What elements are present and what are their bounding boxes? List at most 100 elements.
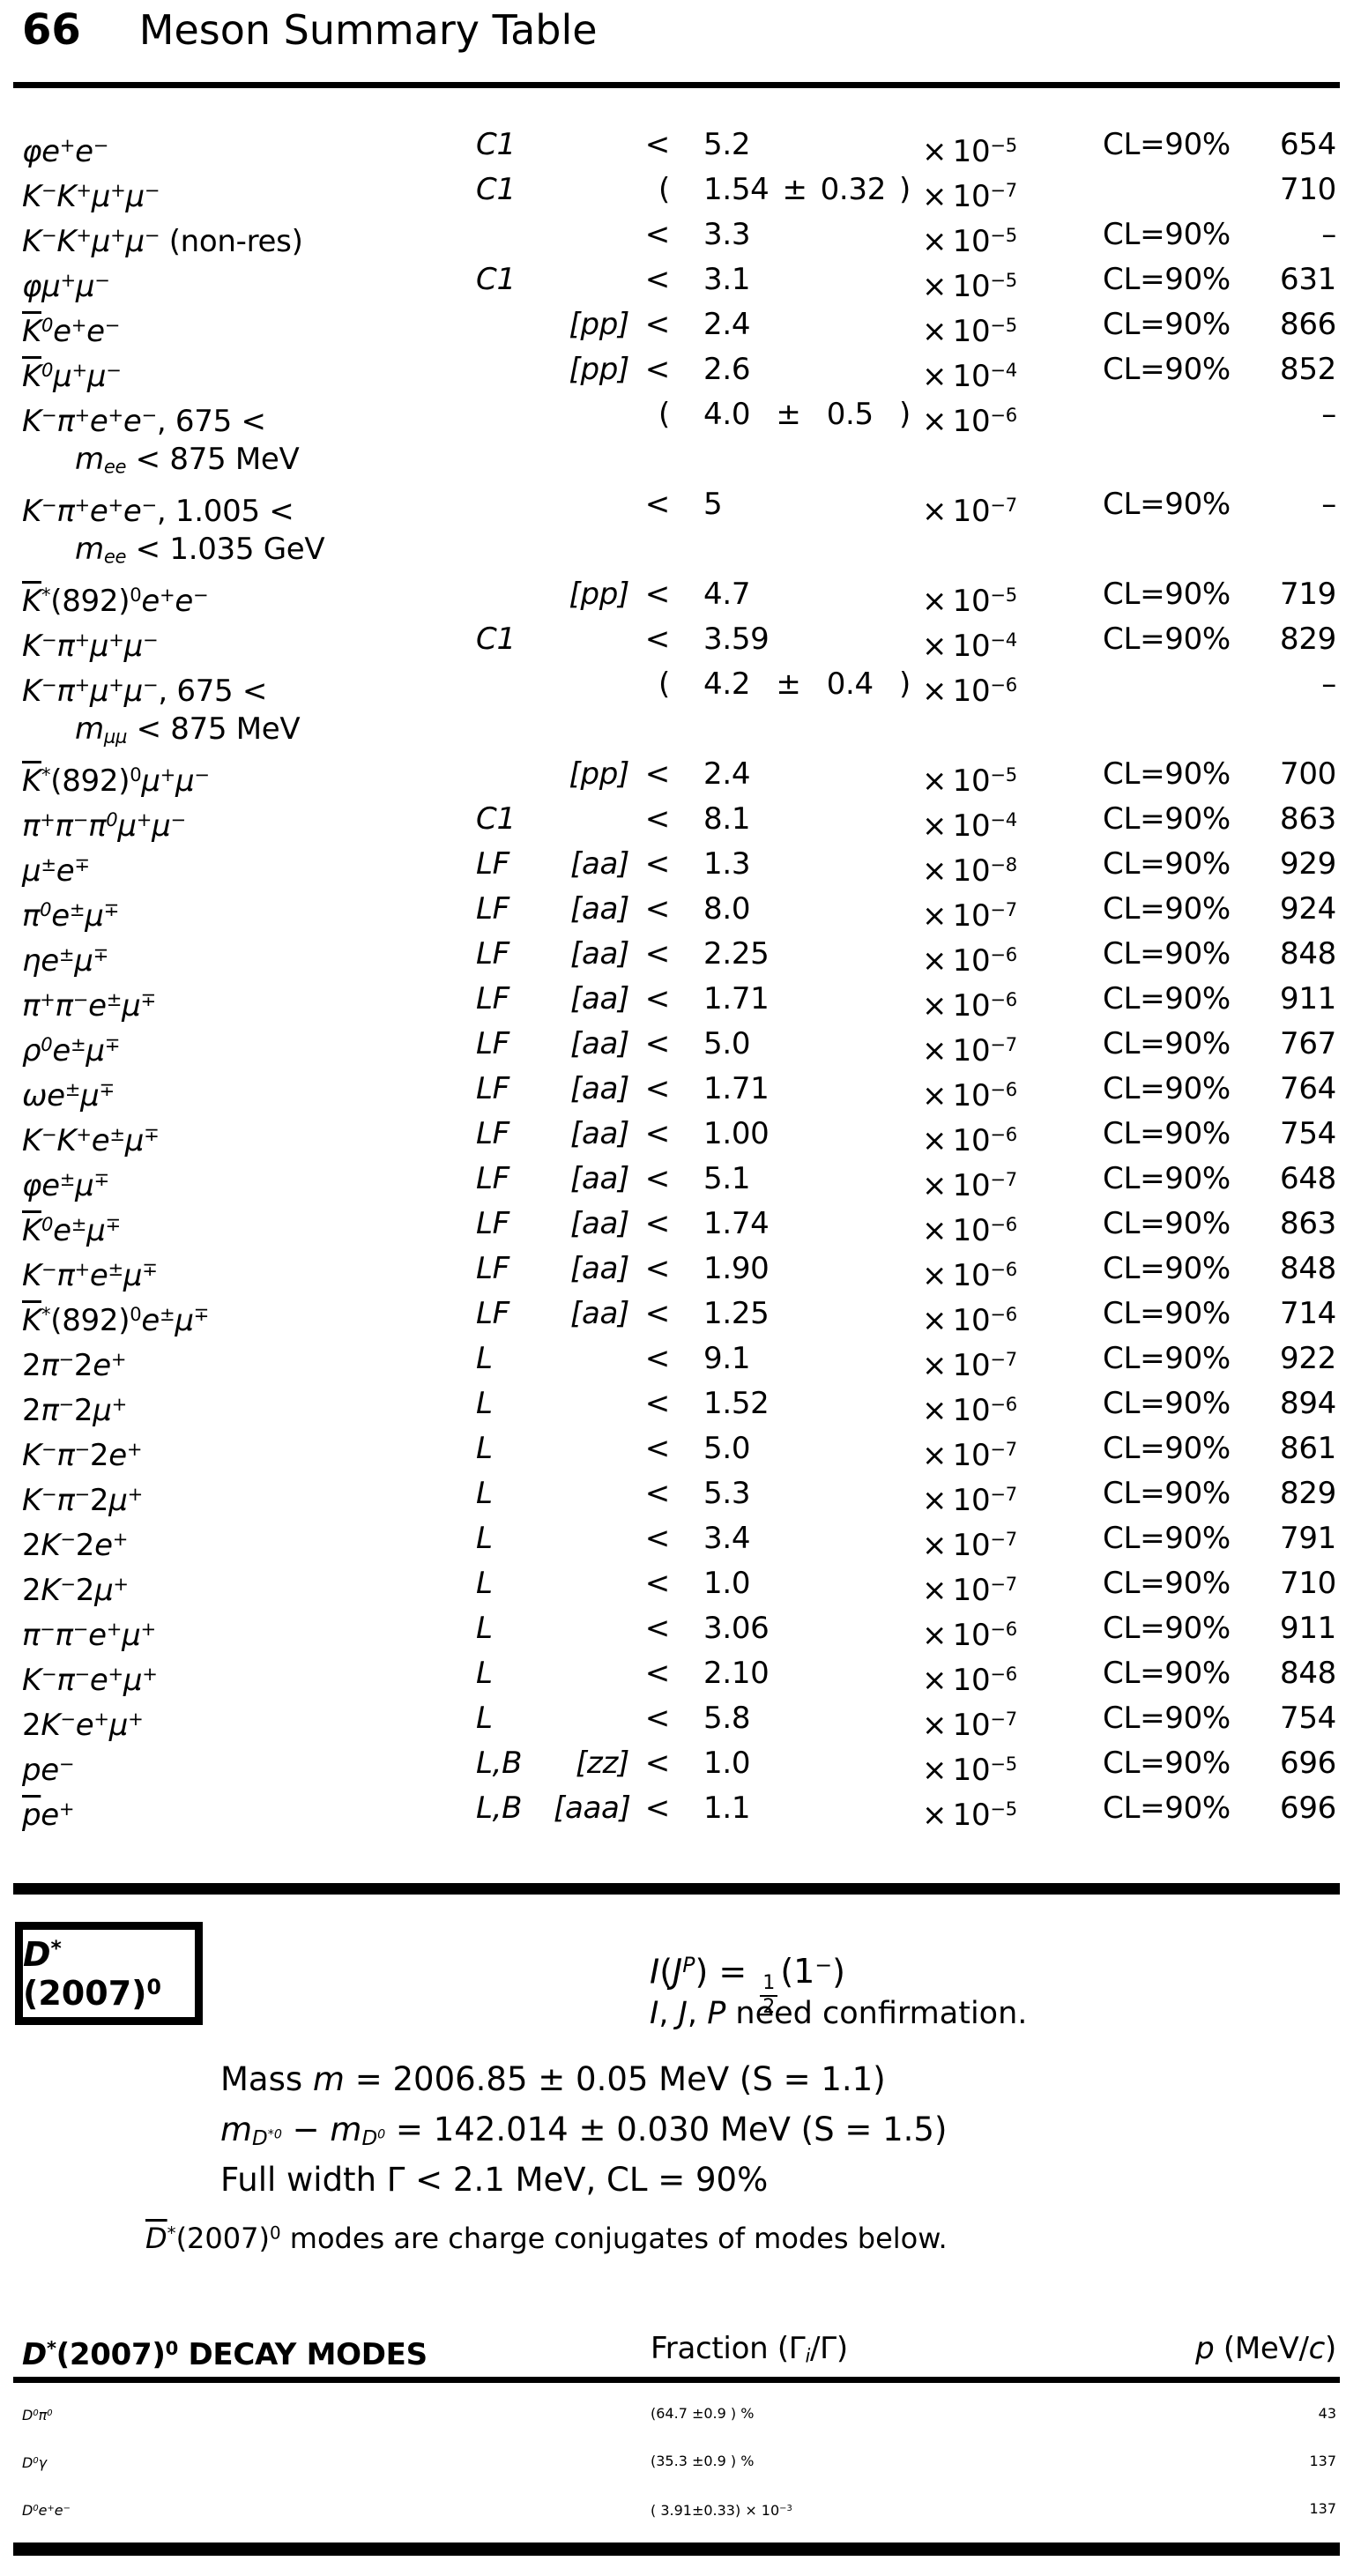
momentum-cell: 924 bbox=[1280, 891, 1336, 927]
exponent: −7 bbox=[990, 1168, 1017, 1190]
decay-mode-cell: ωe±μ∓ bbox=[22, 1077, 115, 1113]
limit-sign: < bbox=[644, 1746, 671, 1781]
table-row: φe+e− C1 <5.2 × 10−5 CL=90% 654 bbox=[0, 123, 1346, 169]
violation-tag: LF bbox=[476, 846, 509, 882]
exponent: −6 bbox=[990, 1618, 1017, 1640]
exponent-cell: × 10−7 bbox=[917, 482, 1062, 529]
momentum-cell: 852 bbox=[1280, 352, 1336, 387]
footnote-ref bbox=[554, 797, 633, 842]
confidence-level: CL=90% bbox=[1103, 1611, 1231, 1646]
value-cell: 5 bbox=[703, 487, 723, 522]
confidence-level: CL=90% bbox=[1103, 1746, 1231, 1781]
table-row: φμ+μ− C1 <3.1 × 10−5 CL=90% 631 bbox=[0, 257, 1346, 304]
page-header: 66 Meson Summary Table bbox=[22, 5, 598, 55]
value-part: ± bbox=[776, 397, 801, 432]
exponent-cell: × 10−5 bbox=[917, 302, 1062, 349]
decay-mode-continuation: mee < 1.035 GeV bbox=[75, 532, 325, 568]
table-row: K*(892)0e±μ∓ LF [aa] <1.25 × 10−6 CL=90% 714 bbox=[0, 1292, 1346, 1338]
violation-tag: LF bbox=[476, 1071, 509, 1106]
times-ten: × 10 bbox=[922, 1752, 991, 1788]
table-row: 2π−2μ+ L <1.52 × 10−6 CL=90% 894 bbox=[0, 1381, 1346, 1428]
momentum-cell: 922 bbox=[1280, 1341, 1336, 1376]
decay-mode-cell: K0e+e− bbox=[22, 313, 121, 349]
mass-difference-line: mD*0 − mD0 = 142.014 ± 0.030 MeV (S = 1.… bbox=[220, 2111, 948, 2151]
table-row: K*(892)0e+e− [pp] <4.7 × 10−5 CL=90% 719 bbox=[0, 572, 1346, 619]
exponent: −7 bbox=[990, 1438, 1017, 1460]
table-row: ρ0e±μ∓ LF [aa] <5.0 × 10−7 CL=90% 767 bbox=[0, 1022, 1346, 1068]
decay-mode-cell: 2π−2μ+ bbox=[22, 1392, 127, 1428]
table-row: 2K−2e+ L <3.4 × 10−7 CL=90% 791 bbox=[0, 1516, 1346, 1563]
table-row: 2π−2e+ L <9.1 × 10−7 CL=90% 922 bbox=[0, 1336, 1346, 1383]
violation-tag: L bbox=[476, 1386, 493, 1421]
value-part: ± bbox=[776, 666, 801, 702]
times-ten: × 10 bbox=[922, 1212, 991, 1248]
momentum-header: p (MeV/c) bbox=[1195, 2331, 1336, 2366]
confidence-level: CL=90% bbox=[1103, 1521, 1231, 1556]
footnote-ref bbox=[554, 1471, 633, 1516]
exponent: −5 bbox=[990, 269, 1017, 291]
exponent: −4 bbox=[990, 629, 1017, 651]
footnote-ref: [pp] bbox=[569, 577, 630, 612]
violation-tag bbox=[476, 752, 554, 797]
exponent: −7 bbox=[990, 898, 1017, 920]
footnote-ref: [pp] bbox=[569, 352, 630, 387]
decay-mode-cell: K−π−2e+ bbox=[22, 1437, 143, 1473]
value-cell: 1.74 bbox=[703, 1206, 770, 1241]
confidence-level: CL=90% bbox=[1103, 1656, 1231, 1691]
value-cell: 3.4 bbox=[703, 1521, 751, 1556]
decay-mode-cell: K−K+e±μ∓ bbox=[22, 1122, 160, 1158]
footnote-ref bbox=[554, 1696, 633, 1741]
confidence-level: CL=90% bbox=[1103, 487, 1231, 522]
decay-modes-table-row: D0e+e− ( 3.91±0.33) × 10−3 137 bbox=[0, 2486, 1346, 2534]
exponent-cell: × 10−6 bbox=[917, 1112, 1062, 1158]
confidence-level: CL=90% bbox=[1103, 1476, 1231, 1511]
violation-tag: LF bbox=[476, 981, 509, 1016]
times-ten: × 10 bbox=[922, 1617, 991, 1653]
footnote-ref: [aa] bbox=[570, 1251, 629, 1286]
exponent: −5 bbox=[990, 1753, 1017, 1775]
confidence-level: CL=90% bbox=[1103, 801, 1231, 837]
exponent: −6 bbox=[990, 1258, 1017, 1280]
times-ten: × 10 bbox=[922, 1257, 991, 1293]
footnote-ref: [aa] bbox=[570, 846, 629, 882]
quantum-numbers-block: I(JP) = 1 2 (1−) I, J, P need confirmation… bbox=[650, 1936, 1027, 2033]
exponent: −5 bbox=[990, 134, 1017, 156]
violation-tag: LF bbox=[476, 1251, 509, 1286]
exponent-cell: × 10−6 bbox=[917, 1651, 1062, 1698]
violation-tag: LF bbox=[476, 1161, 509, 1196]
exponent-cell: × 10−7 bbox=[917, 1157, 1062, 1203]
exponent-cell: × 10−5 bbox=[917, 257, 1062, 304]
limit-sign: ( bbox=[658, 666, 670, 702]
limit-sign: < bbox=[644, 756, 671, 792]
decay-mode-cell: 2π−2e+ bbox=[22, 1347, 127, 1383]
decay-mode-cell: ηe±μ∓ bbox=[22, 942, 108, 979]
times-ten: × 10 bbox=[922, 223, 991, 259]
confidence-level: CL=90% bbox=[1103, 1701, 1231, 1736]
violation-tag: C1 bbox=[476, 262, 516, 297]
violation-tag: LF bbox=[476, 1296, 509, 1331]
footnote-ref bbox=[554, 1561, 633, 1606]
footnote-ref bbox=[554, 1651, 633, 1696]
decay-mode-cell: π0e±μ∓ bbox=[22, 897, 120, 934]
table-row: K−π+e±μ∓ LF [aa] <1.90 × 10−6 CL=90% 848 bbox=[0, 1247, 1346, 1293]
value-cell: 8.0 bbox=[703, 891, 751, 927]
times-ten: × 10 bbox=[922, 358, 991, 394]
value-cell: 1.25 bbox=[703, 1296, 770, 1331]
exponent: −5 bbox=[990, 584, 1017, 606]
times-ten: × 10 bbox=[922, 1167, 991, 1203]
table-row: K−π+e+e−, 1.005 < mee < 1.035 GeV <5 × 10−7… bbox=[0, 482, 1346, 572]
decay-mode-cell: 2K−2e+ bbox=[22, 1527, 129, 1563]
confidence-level bbox=[1062, 662, 1230, 707]
limit-sign: < bbox=[644, 1701, 671, 1736]
particle-name-box: D*(2007)0 bbox=[15, 1922, 203, 2025]
bottom-rule bbox=[13, 2542, 1340, 2556]
limit-sign: < bbox=[644, 981, 671, 1016]
limit-sign: < bbox=[644, 1656, 671, 1691]
limit-sign: < bbox=[644, 307, 671, 342]
value-part: 4.0 bbox=[703, 397, 751, 432]
times-ten: × 10 bbox=[922, 133, 991, 169]
limit-sign: < bbox=[644, 352, 671, 387]
momentum-cell: 829 bbox=[1280, 622, 1336, 657]
value-cell: 5.1 bbox=[703, 1161, 751, 1196]
